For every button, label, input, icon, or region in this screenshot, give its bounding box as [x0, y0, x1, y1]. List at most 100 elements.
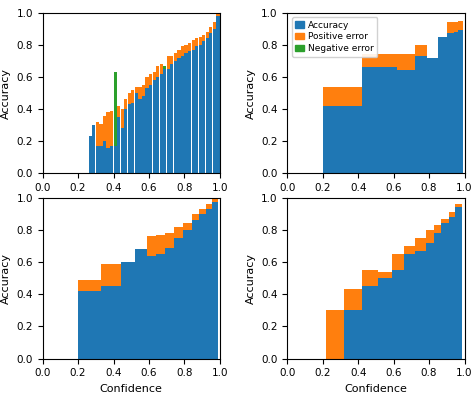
Bar: [199, 37, 202, 45]
Bar: [404, 246, 415, 254]
Text: (b) 50 equal-size bins: (b) 50 equal-size bins: [301, 235, 451, 249]
Bar: [135, 249, 147, 359]
Bar: [156, 235, 165, 254]
Bar: [415, 238, 426, 251]
Bar: [213, 29, 216, 173]
X-axis label: Confidence: Confidence: [100, 199, 163, 209]
Bar: [454, 32, 458, 173]
Bar: [454, 22, 458, 32]
Bar: [149, 85, 152, 173]
Bar: [438, 37, 447, 173]
Bar: [100, 123, 102, 146]
X-axis label: Confidence: Confidence: [345, 199, 407, 209]
Bar: [392, 270, 404, 359]
Y-axis label: Accuracy: Accuracy: [1, 68, 11, 118]
Bar: [426, 230, 434, 243]
Bar: [415, 56, 427, 173]
Bar: [135, 87, 138, 93]
Bar: [121, 109, 124, 128]
Bar: [191, 214, 199, 220]
Bar: [117, 117, 120, 173]
Y-axis label: Accuracy: Accuracy: [246, 68, 255, 118]
Bar: [184, 45, 188, 53]
Bar: [153, 72, 156, 80]
Bar: [216, 16, 219, 173]
Bar: [156, 254, 165, 359]
Bar: [147, 236, 156, 256]
Bar: [206, 204, 212, 209]
Bar: [170, 56, 173, 64]
Bar: [195, 46, 198, 173]
Bar: [142, 96, 145, 173]
Bar: [124, 109, 128, 173]
Bar: [163, 69, 166, 173]
Bar: [167, 56, 170, 69]
Bar: [163, 65, 166, 69]
Bar: [455, 207, 462, 359]
Bar: [213, 22, 216, 29]
Bar: [447, 33, 454, 173]
Y-axis label: Accuracy: Accuracy: [1, 253, 11, 304]
Bar: [101, 264, 121, 286]
Bar: [195, 38, 198, 46]
Bar: [458, 30, 463, 173]
Bar: [184, 53, 188, 173]
Bar: [427, 58, 438, 173]
Bar: [103, 116, 106, 141]
Bar: [362, 67, 397, 173]
Bar: [326, 310, 344, 359]
Bar: [142, 85, 145, 96]
Bar: [160, 74, 163, 173]
Bar: [182, 230, 191, 359]
Bar: [448, 212, 455, 217]
Bar: [344, 310, 362, 359]
Bar: [188, 43, 191, 51]
Bar: [199, 214, 206, 359]
Bar: [107, 148, 109, 173]
X-axis label: Confidence: Confidence: [100, 384, 163, 394]
Bar: [378, 278, 392, 359]
Y-axis label: Accuracy: Accuracy: [246, 253, 255, 304]
Legend: Accuracy, Positive error, Negative error: Accuracy, Positive error, Negative error: [292, 17, 377, 57]
Bar: [160, 64, 163, 74]
Bar: [206, 38, 209, 173]
Bar: [131, 103, 135, 173]
Bar: [149, 74, 152, 85]
Bar: [121, 262, 135, 359]
Bar: [177, 50, 181, 58]
Bar: [191, 50, 195, 173]
Bar: [96, 146, 99, 173]
Bar: [404, 254, 415, 359]
Bar: [110, 111, 113, 146]
Bar: [128, 93, 131, 104]
Bar: [78, 291, 101, 359]
Bar: [135, 93, 138, 173]
Bar: [415, 45, 427, 56]
Bar: [121, 128, 124, 173]
Bar: [206, 32, 209, 38]
Bar: [110, 146, 113, 173]
Bar: [434, 225, 441, 233]
Bar: [216, 14, 219, 16]
Bar: [397, 54, 415, 70]
Bar: [181, 46, 184, 56]
Bar: [210, 27, 212, 33]
Bar: [101, 286, 121, 359]
Bar: [458, 20, 463, 30]
X-axis label: Confidence: Confidence: [345, 384, 407, 394]
Bar: [117, 106, 120, 117]
Bar: [146, 77, 149, 88]
Bar: [167, 69, 170, 173]
Bar: [146, 88, 149, 173]
Bar: [170, 64, 173, 173]
Bar: [156, 77, 159, 173]
Bar: [455, 204, 462, 207]
Bar: [100, 146, 102, 173]
Bar: [138, 99, 142, 173]
Bar: [212, 203, 218, 359]
Bar: [188, 51, 191, 173]
Bar: [174, 226, 182, 238]
Bar: [165, 233, 174, 248]
Bar: [362, 54, 397, 67]
Bar: [447, 22, 454, 33]
